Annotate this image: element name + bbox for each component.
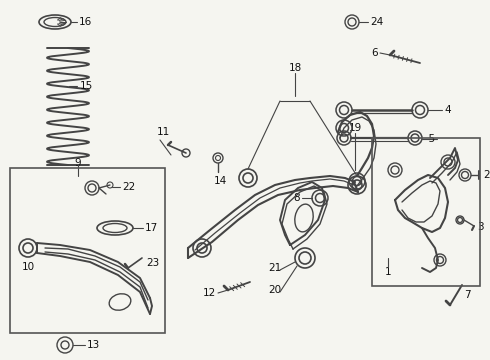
Text: 18: 18 — [289, 63, 302, 73]
Text: 17: 17 — [145, 223, 158, 233]
Bar — [372, 138, 480, 286]
Text: 5: 5 — [422, 134, 435, 144]
Text: 19: 19 — [348, 123, 362, 133]
Text: 14: 14 — [213, 176, 227, 186]
Text: 10: 10 — [22, 262, 35, 272]
Text: 12: 12 — [203, 288, 216, 298]
Text: 24: 24 — [370, 17, 383, 27]
Text: 11: 11 — [156, 127, 170, 137]
Text: 21: 21 — [269, 263, 282, 273]
Text: 7: 7 — [464, 290, 470, 300]
Text: 16: 16 — [79, 17, 92, 27]
Text: 1: 1 — [385, 267, 392, 277]
Text: 9: 9 — [74, 158, 81, 168]
Text: 23: 23 — [146, 258, 159, 268]
Bar — [10, 168, 165, 333]
Text: 3: 3 — [477, 222, 484, 232]
Text: 22: 22 — [122, 182, 135, 192]
Text: 6: 6 — [371, 48, 378, 58]
Text: 8: 8 — [294, 193, 300, 203]
Text: 15: 15 — [80, 81, 93, 91]
Text: 4: 4 — [444, 105, 451, 115]
Text: 20: 20 — [269, 285, 282, 295]
Text: 13: 13 — [87, 340, 100, 350]
Text: 2: 2 — [483, 170, 490, 180]
